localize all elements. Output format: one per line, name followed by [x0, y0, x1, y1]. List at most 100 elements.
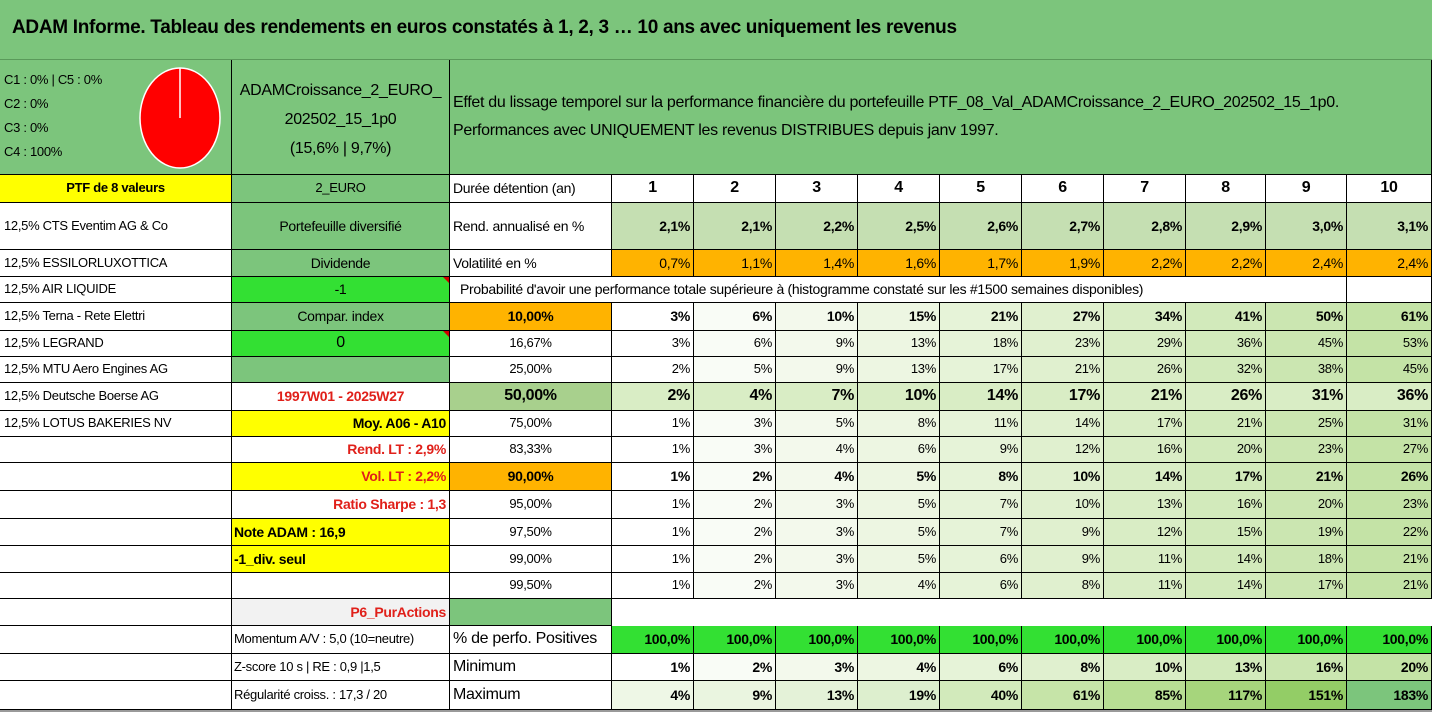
probability-value: 53% — [1347, 331, 1432, 357]
probability-value: 16% — [1104, 437, 1186, 463]
probability-value: 14% — [1186, 573, 1266, 599]
year-header: 2 — [694, 175, 776, 203]
maximum-value: 13% — [776, 681, 858, 710]
probability-threshold: 50,00% — [450, 383, 612, 411]
probability-value: 5% — [858, 491, 940, 519]
probability-value: 3% — [776, 491, 858, 519]
probability-caption: Probabilité d'avoir une performance tota… — [460, 281, 1144, 298]
probability-threshold: 95,00% — [450, 491, 612, 519]
probability-value: 10% — [858, 383, 940, 411]
annual-return-value: 2,6% — [940, 203, 1022, 250]
probability-value: 2% — [694, 546, 776, 573]
volatility-value: 1,6% — [858, 250, 940, 277]
probability-value: 5% — [694, 357, 776, 383]
probability-value: 9% — [1022, 546, 1104, 573]
probability-value: 3% — [694, 411, 776, 437]
probability-value: 2% — [612, 357, 694, 383]
maximum-value: 40% — [940, 681, 1022, 710]
minimum-value: 13% — [1186, 654, 1266, 681]
probability-value: 31% — [1347, 411, 1432, 437]
probability-value: 36% — [1347, 383, 1432, 411]
probability-value: 11% — [1104, 573, 1186, 599]
positive-perf-value: 100,0% — [940, 626, 1022, 654]
blank-cell — [0, 519, 232, 546]
probability-value: 8% — [858, 411, 940, 437]
zscore-label: Z-score 10 s | RE : 0,9 |1,5 — [232, 654, 450, 681]
probability-value: 1% — [612, 519, 694, 546]
probability-value: 4% — [776, 437, 858, 463]
probability-value: 20% — [1186, 437, 1266, 463]
moy-label: Moy. A06 - A10 — [232, 411, 450, 437]
portfolio-name-cell: ADAMCroissance_2_EURO_ 202502_15_1p0 (15… — [232, 60, 450, 175]
positive-perf-value: 100,0% — [1022, 626, 1104, 654]
probability-value: 22% — [1347, 519, 1432, 546]
annual-return-value: 2,1% — [612, 203, 694, 250]
probability-value: 1% — [612, 463, 694, 491]
allocation-pie-icon — [139, 67, 221, 169]
report-title: ADAM Informe. Tableau des rendements en … — [12, 17, 957, 38]
year-header: 10 — [1347, 175, 1432, 203]
regularity-label: Régularité croiss. : 17,3 / 20 — [232, 681, 450, 710]
positive-perf-value: 100,0% — [1266, 626, 1347, 654]
probability-value: 3% — [694, 437, 776, 463]
probability-value: 12% — [1022, 437, 1104, 463]
probability-value: 45% — [1266, 331, 1347, 357]
minimum-value: 1% — [612, 654, 694, 681]
probability-value: 2% — [694, 463, 776, 491]
probability-value: 18% — [1266, 546, 1347, 573]
probability-value: 1% — [612, 546, 694, 573]
allocation-c3: C3 : 0% — [4, 120, 49, 135]
probability-value: 13% — [858, 331, 940, 357]
blank-cell — [0, 573, 232, 599]
year-header: 3 — [776, 175, 858, 203]
maximum-value: 85% — [1104, 681, 1186, 710]
p6-row-blank — [612, 599, 1432, 626]
probability-value: 27% — [1347, 437, 1432, 463]
probability-threshold: 83,33% — [450, 437, 612, 463]
probability-value: 7% — [940, 519, 1022, 546]
allocation-block: C1 : 0% | C5 : 0% C2 : 0% C3 : 0% C4 : 1… — [0, 60, 232, 175]
probability-value: 23% — [1347, 491, 1432, 519]
report-title-bar: ADAM Informe. Tableau des rendements en … — [0, 0, 1432, 60]
annual-return-value: 2,9% — [1186, 203, 1266, 250]
effect-description-line1: Effet du lissage temporel sur la perform… — [453, 94, 1340, 111]
year-header: 8 — [1186, 175, 1266, 203]
probability-value: 5% — [858, 546, 940, 573]
dividend-value: -1 — [232, 277, 450, 303]
probability-value: 2% — [694, 573, 776, 599]
probability-value: 6% — [694, 331, 776, 357]
blank-cell — [232, 573, 450, 599]
positive-perf-label: % de perfo. Positives — [450, 626, 612, 654]
probability-value: 29% — [1104, 331, 1186, 357]
probability-value: 6% — [694, 303, 776, 331]
positive-perf-value: 100,0% — [776, 626, 858, 654]
probability-value: 17% — [1022, 383, 1104, 411]
minimum-value: 3% — [776, 654, 858, 681]
volatility-value: 2,2% — [1186, 250, 1266, 277]
probability-value: 6% — [940, 546, 1022, 573]
blank-cell — [0, 463, 232, 491]
volatility-value: 1,7% — [940, 250, 1022, 277]
year-header: 7 — [1104, 175, 1186, 203]
probability-value: 38% — [1266, 357, 1347, 383]
probability-value: 10% — [1022, 463, 1104, 491]
probability-value: 21% — [1186, 411, 1266, 437]
probability-value: 15% — [858, 303, 940, 331]
blank-cell — [0, 437, 232, 463]
probability-value: 7% — [940, 491, 1022, 519]
holding-row: 12,5% LOTUS BAKERIES NV — [0, 411, 232, 437]
holding-row: 12,5% Deutsche Boerse AG — [0, 383, 232, 411]
probability-value: 5% — [858, 463, 940, 491]
positive-perf-value: 100,0% — [1186, 626, 1266, 654]
probability-value: 3% — [612, 331, 694, 357]
probability-value: 21% — [1266, 463, 1347, 491]
probability-value: 19% — [1266, 519, 1347, 546]
volatility-value: 2,4% — [1266, 250, 1347, 277]
probability-caption-cell: Probabilité d'avoir une performance tota… — [450, 277, 1347, 303]
year-header: 4 — [858, 175, 940, 203]
compar-index-value: 0 — [232, 331, 450, 357]
year-header: 5 — [940, 175, 1022, 203]
blank-cell — [0, 546, 232, 573]
probability-value: 5% — [858, 519, 940, 546]
div-only-label: -1_div. seul — [232, 546, 450, 573]
